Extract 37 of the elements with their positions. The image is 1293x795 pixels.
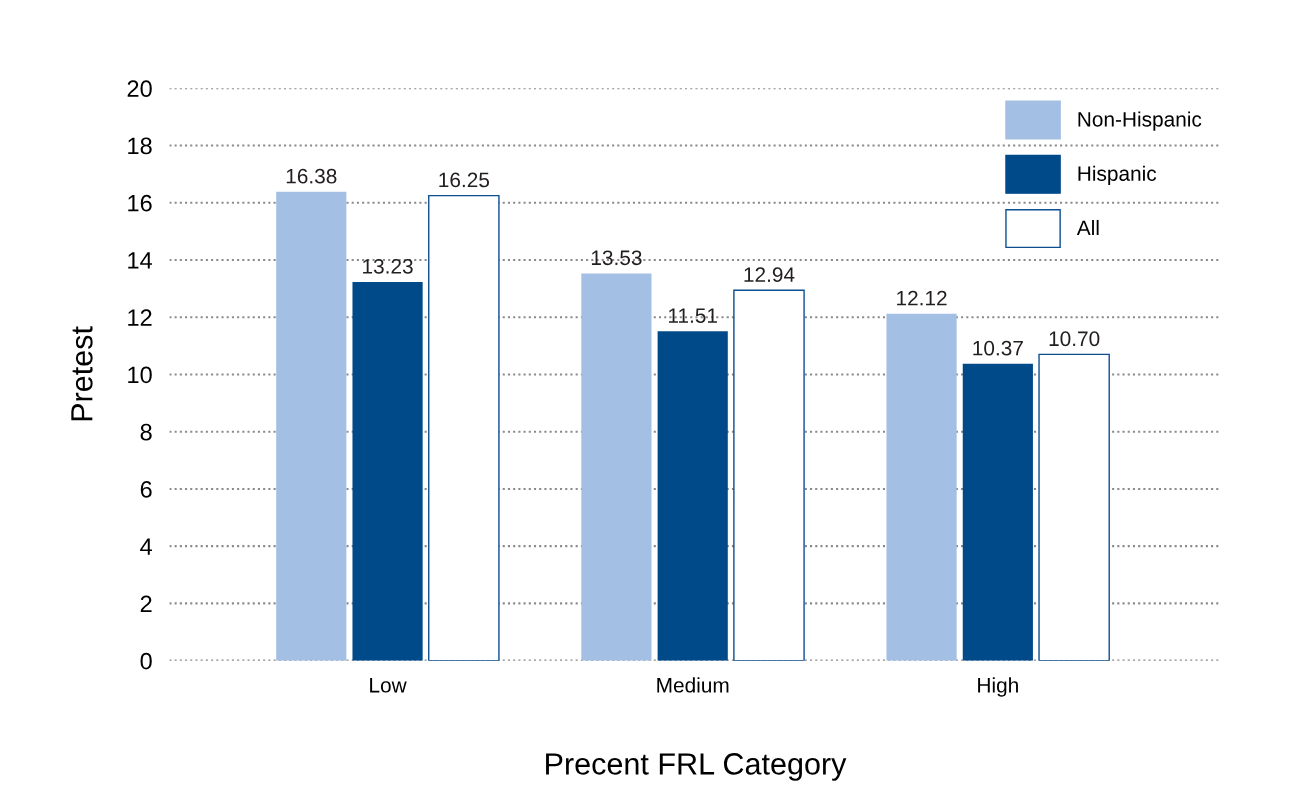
bar [886, 313, 957, 661]
data-label: 16.25 [439, 172, 490, 188]
legend-label: Hispanic [1078, 165, 1157, 186]
y-tick-label: 14 [128, 252, 153, 269]
bar [428, 194, 500, 661]
data-label: 10.70 [1049, 331, 1100, 347]
y-tick-label: 6 [140, 480, 152, 498]
bar [733, 289, 805, 661]
legend-label: Non-Hispanic [1078, 111, 1202, 131]
legend-label: All [1076, 219, 1099, 236]
y-tick-label: 18 [128, 137, 152, 155]
data-label: 12.12 [897, 290, 947, 306]
y-tick-label: 16 [128, 194, 152, 212]
y-tick-label: 10 [128, 366, 152, 384]
bar [276, 191, 347, 661]
y-tick-label: 12 [128, 309, 152, 326]
y-tick-label: 2 [140, 595, 152, 612]
y-axis-title: Pretest [71, 326, 93, 421]
bar [1038, 353, 1110, 661]
data-label: 13.23 [363, 258, 413, 274]
data-label: 16.38 [286, 168, 337, 184]
data-label: 11.51 [668, 308, 717, 323]
data-label: 12.94 [744, 267, 795, 283]
y-tick-label: 4 [140, 538, 153, 555]
bar [962, 363, 1033, 661]
y-tick-label: 0 [140, 652, 152, 670]
y-tick-label: 8 [140, 423, 152, 441]
x-tick-label: Medium [657, 677, 729, 693]
x-tick-label: High [978, 677, 1018, 697]
x-axis-title: Precent FRL Category [546, 753, 847, 781]
bar [581, 273, 652, 661]
x-tick-label: Low [370, 678, 407, 693]
bar [352, 282, 423, 661]
data-label: 13.53 [591, 250, 642, 266]
bar [657, 331, 728, 661]
y-tick-label: 20 [127, 80, 152, 98]
data-label: 10.37 [973, 340, 1023, 356]
